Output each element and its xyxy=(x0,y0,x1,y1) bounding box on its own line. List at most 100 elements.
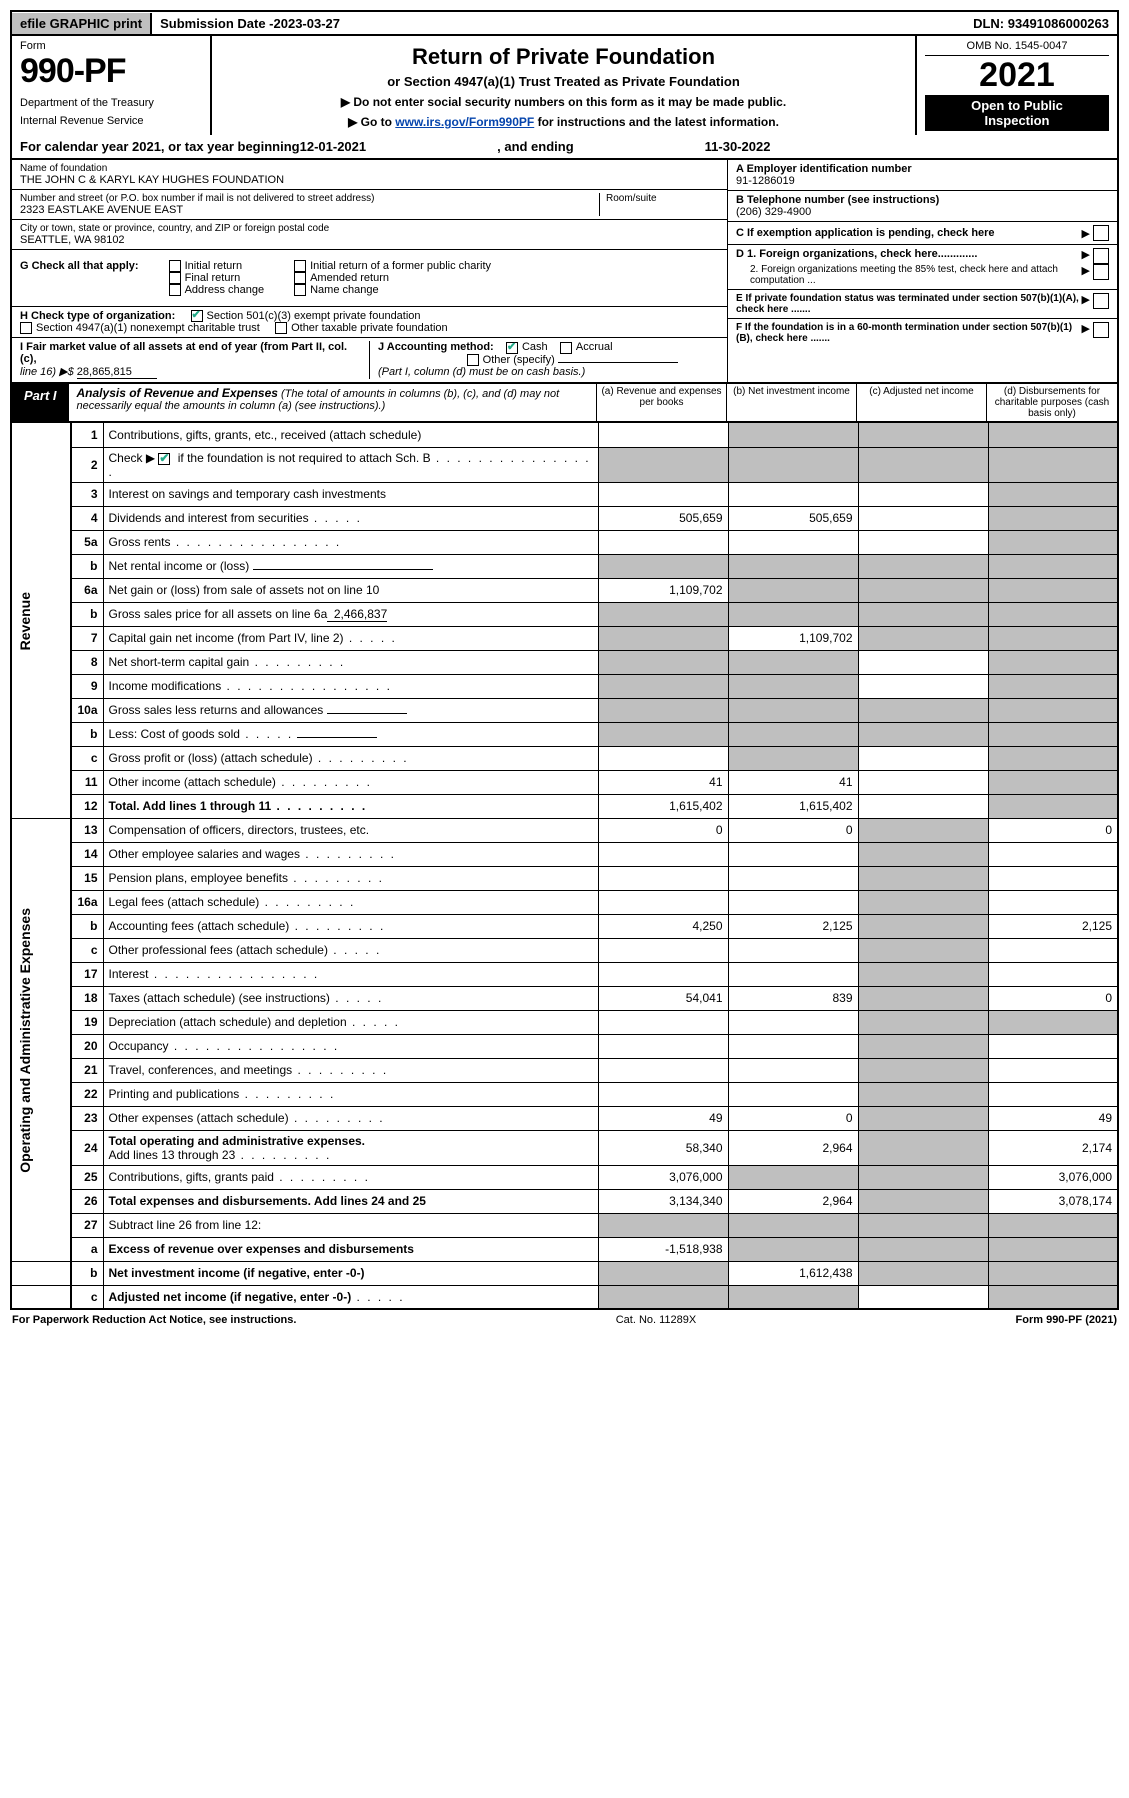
row-num: 14 xyxy=(71,842,103,866)
name-grid-right: A Employer identification number 91-1286… xyxy=(727,160,1117,382)
form-number: 990-PF xyxy=(20,52,202,91)
ein-cell: A Employer identification number 91-1286… xyxy=(728,160,1117,191)
row-num: 27 xyxy=(71,1213,103,1237)
ein-label: A Employer identification number xyxy=(736,163,1109,175)
part1-tag: Part I xyxy=(12,384,69,421)
e-label: E If private foundation status was termi… xyxy=(736,293,1081,315)
row-16b-label: Accounting fees (attach schedule) xyxy=(103,914,598,938)
row-num: c xyxy=(71,746,103,770)
ein-value: 91-1286019 xyxy=(736,175,1109,187)
row-num: 12 xyxy=(71,794,103,818)
efile-print-button[interactable]: efile GRAPHIC print xyxy=(12,13,152,34)
checkbox-d2[interactable] xyxy=(1093,264,1109,280)
checkbox-accrual[interactable] xyxy=(560,342,572,354)
checkbox-initial-former[interactable] xyxy=(294,260,306,272)
part1-table: Revenue 1Contributions, gifts, grants, e… xyxy=(10,423,1119,1310)
row-num: 21 xyxy=(71,1058,103,1082)
row-11-a: 41 xyxy=(598,770,728,794)
omb-number: OMB No. 1545-0047 xyxy=(925,40,1109,56)
row-num: 26 xyxy=(71,1189,103,1213)
otp-2: Inspection xyxy=(928,113,1106,128)
dln-value: 93491086000263 xyxy=(1008,16,1109,31)
checkbox-addr[interactable] xyxy=(169,284,181,296)
part1-title: Analysis of Revenue and Expenses xyxy=(77,386,278,400)
checkbox-d1[interactable] xyxy=(1093,248,1109,264)
header-left: Form 990-PF Department of the Treasury I… xyxy=(12,36,212,135)
row-2-label: Check ▶ if the foundation is not require… xyxy=(103,447,598,482)
row-num: 25 xyxy=(71,1165,103,1189)
row-num: 5a xyxy=(71,530,103,554)
row-24-a: 58,340 xyxy=(598,1130,728,1165)
row-18-a: 54,041 xyxy=(598,986,728,1010)
table-row: 6aNet gain or (loss) from sale of assets… xyxy=(11,578,1118,602)
table-row: 10aGross sales less returns and allowanc… xyxy=(11,698,1118,722)
arrow-icon: ▶ xyxy=(1081,227,1089,240)
row-num: 18 xyxy=(71,986,103,1010)
checkbox-other-tax[interactable] xyxy=(275,322,287,334)
foundation-name-cell: Name of foundation THE JOHN C & KARYL KA… xyxy=(12,160,727,190)
row-3-label: Interest on savings and temporary cash i… xyxy=(103,482,598,506)
otp-1: Open to Public xyxy=(928,98,1106,113)
row-num: c xyxy=(71,938,103,962)
foundation-name-label: Name of foundation xyxy=(20,163,719,174)
opex-side-label: Operating and Administrative Expenses xyxy=(17,908,33,1173)
instr-2-pre: ▶ Go to xyxy=(348,115,395,129)
row-num: 2 xyxy=(71,447,103,482)
checkbox-initial[interactable] xyxy=(169,260,181,272)
checkbox-f[interactable] xyxy=(1093,322,1109,338)
row-num: 20 xyxy=(71,1034,103,1058)
row-9-label: Income modifications xyxy=(103,674,598,698)
j-cash: Cash xyxy=(522,341,548,353)
instr-link[interactable]: www.irs.gov/Form990PF xyxy=(395,115,534,129)
row-12-a: 1,615,402 xyxy=(598,794,728,818)
checkbox-amended[interactable] xyxy=(294,272,306,284)
f-label: F If the foundation is in a 60-month ter… xyxy=(736,322,1081,344)
row-num: 1 xyxy=(71,423,103,447)
name-grid: Name of foundation THE JOHN C & KARYL KA… xyxy=(10,160,1119,382)
row-8-label: Net short-term capital gain xyxy=(103,650,598,674)
checkbox-e[interactable] xyxy=(1093,293,1109,309)
row-7-label: Capital gain net income (from Part IV, l… xyxy=(103,626,598,650)
h-4947: Section 4947(a)(1) nonexempt charitable … xyxy=(36,322,260,334)
row-13-b: 0 xyxy=(728,818,858,842)
checkbox-name[interactable] xyxy=(294,284,306,296)
row-num: 23 xyxy=(71,1106,103,1130)
d2-label: 2. Foreign organizations meeting the 85%… xyxy=(736,264,1081,286)
row-27c-label: Adjusted net income (if negative, enter … xyxy=(103,1285,598,1309)
row-27a-label: Excess of revenue over expenses and disb… xyxy=(103,1237,598,1261)
checkbox-c[interactable] xyxy=(1093,225,1109,241)
row-12-label: Total. Add lines 1 through 11 xyxy=(103,794,598,818)
table-row: 21Travel, conferences, and meetings xyxy=(11,1058,1118,1082)
g-initial: Initial return xyxy=(185,260,242,272)
table-row: 3Interest on savings and temporary cash … xyxy=(11,482,1118,506)
city-value: SEATTLE, WA 98102 xyxy=(20,234,719,246)
dln-label: DLN: xyxy=(973,16,1008,31)
checkbox-other-acct[interactable] xyxy=(467,354,479,366)
g-col1: Initial return Final return Address chan… xyxy=(169,260,265,296)
row-6a-label: Net gain or (loss) from sale of assets n… xyxy=(103,578,598,602)
row-12-b: 1,615,402 xyxy=(728,794,858,818)
row-num: 4 xyxy=(71,506,103,530)
table-row: 20Occupancy xyxy=(11,1034,1118,1058)
irs-label: Internal Revenue Service xyxy=(20,115,202,127)
table-row: aExcess of revenue over expenses and dis… xyxy=(11,1237,1118,1261)
row-num: 9 xyxy=(71,674,103,698)
table-row: bNet investment income (if negative, ent… xyxy=(11,1261,1118,1285)
form-header: Form 990-PF Department of the Treasury I… xyxy=(10,36,1119,135)
checkbox-4947[interactable] xyxy=(20,322,32,334)
cy-end: 11-30-2022 xyxy=(705,139,771,154)
table-row: 16aLegal fees (attach schedule) xyxy=(11,890,1118,914)
row-num: 19 xyxy=(71,1010,103,1034)
table-row: bGross sales price for all assets on lin… xyxy=(11,602,1118,626)
checkbox-501c3[interactable] xyxy=(191,310,203,322)
checkbox-final[interactable] xyxy=(169,272,181,284)
row-13-label: Compensation of officers, directors, tru… xyxy=(103,818,598,842)
checkbox-sch-b[interactable] xyxy=(158,453,170,465)
row-num: 22 xyxy=(71,1082,103,1106)
checkbox-cash[interactable] xyxy=(506,342,518,354)
row-27b-label: Net investment income (if negative, ente… xyxy=(103,1261,598,1285)
dept-label: Department of the Treasury xyxy=(20,97,202,109)
col-d-head: (d) Disbursements for charitable purpose… xyxy=(987,384,1117,421)
arrow-icon: ▶ xyxy=(1081,322,1089,344)
c-cell: C If exemption application is pending, c… xyxy=(728,222,1117,245)
